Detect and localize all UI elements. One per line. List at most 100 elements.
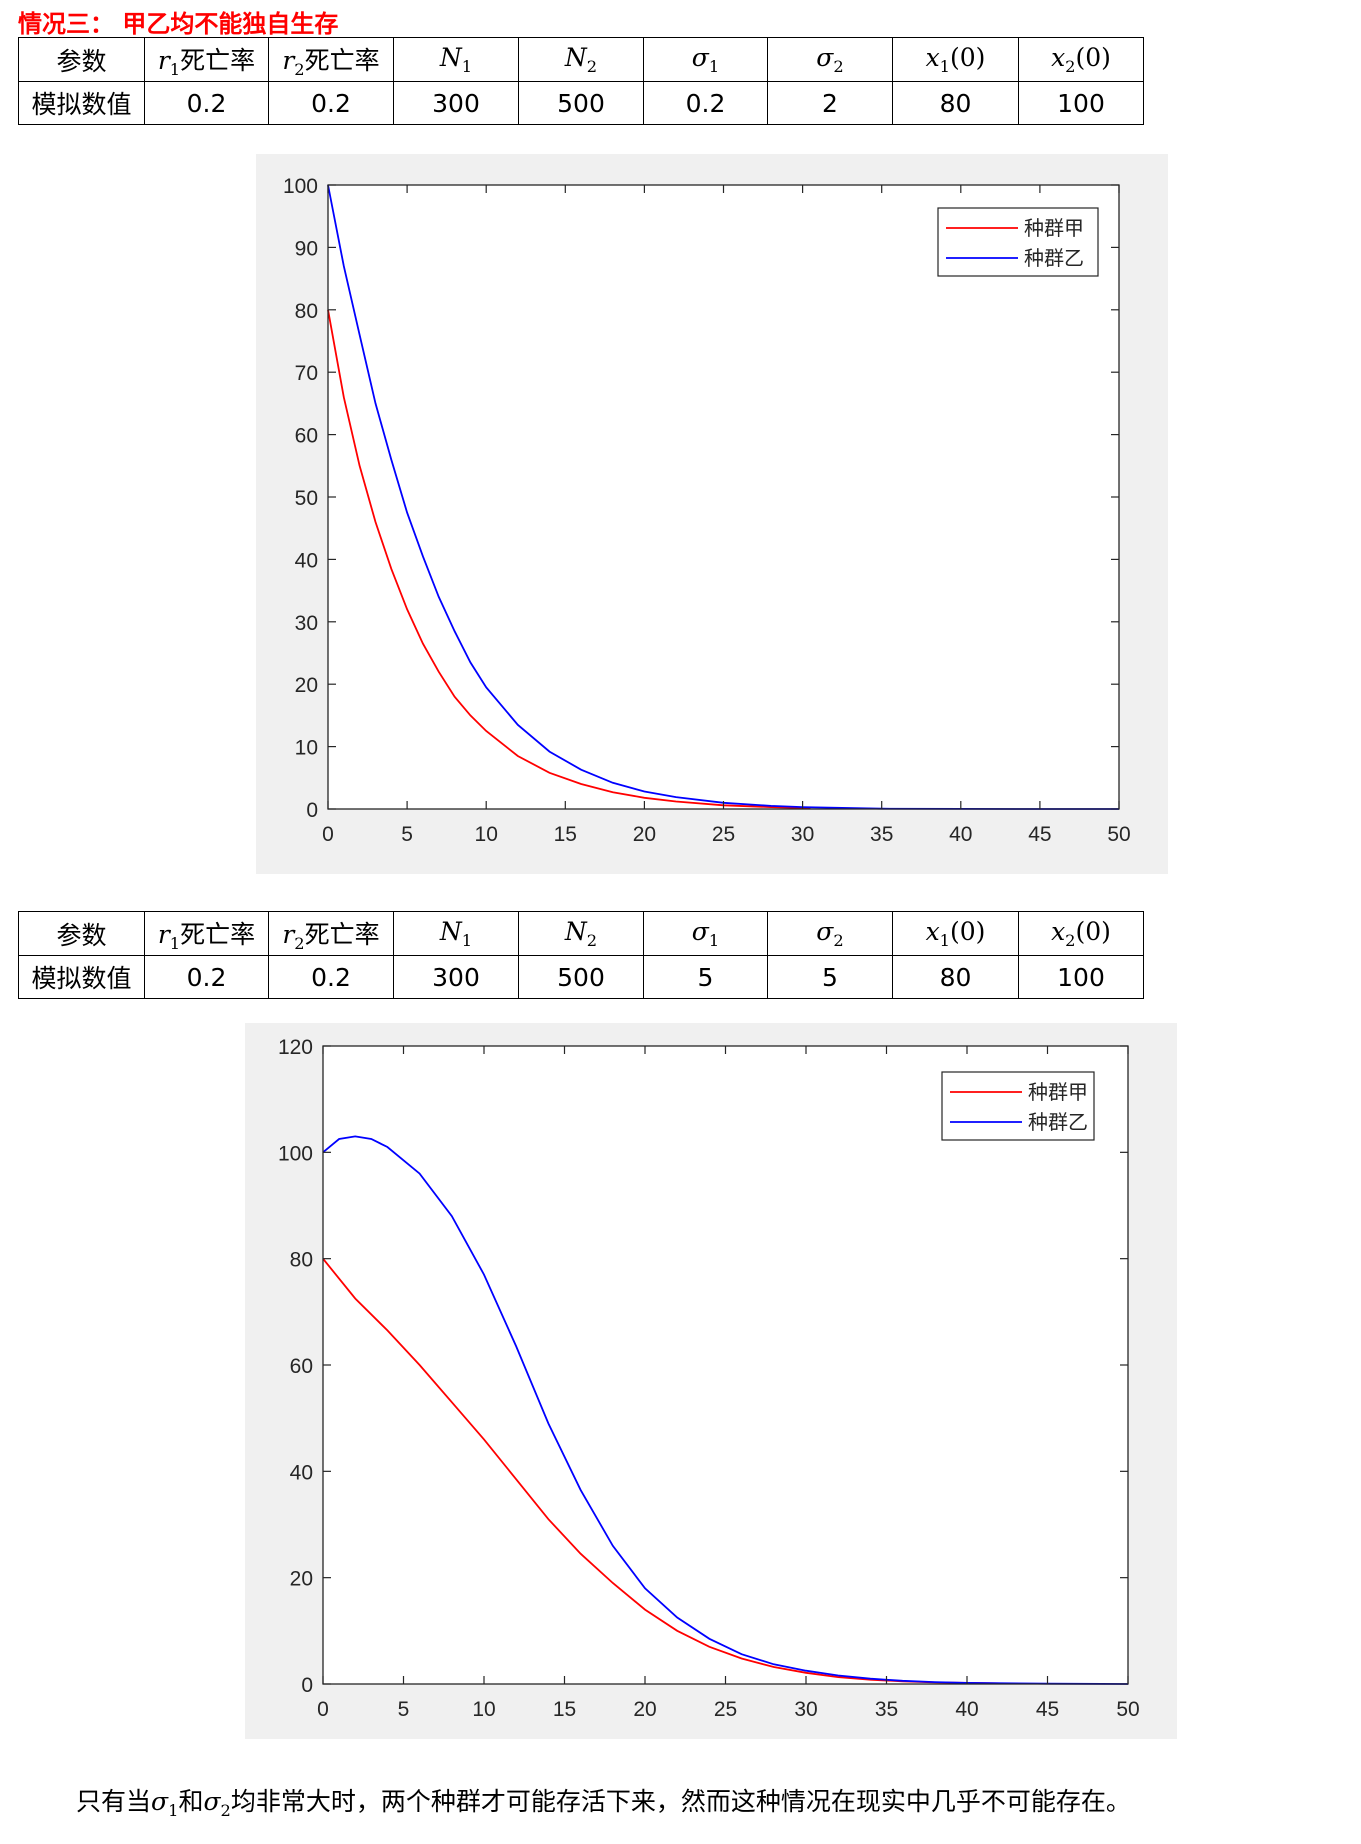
chart-1-svg: 0 5 10 15 20 25 30 35 40 45 50 0 10 20 30 40 50 60 70 80 90 1…	[283, 175, 1131, 846]
header-sigma1: σ1	[643, 37, 768, 82]
header-n2: N2	[518, 911, 644, 956]
table-value-row: 模拟数值 0.2 0.2 300 500 5 5 80 100	[18, 955, 1144, 999]
value-n1: 300	[393, 955, 519, 999]
y-tick-label: 10	[295, 737, 318, 760]
x-tick-label: 40	[955, 1698, 978, 1721]
parameter-table-2: 参数 r1死亡率 r2死亡率 N1 N2 σ1 σ2 x1(0) x2(0) 模…	[18, 911, 1144, 999]
header-x1-initial: x1(0)	[892, 911, 1019, 956]
value-sigma2: 5	[767, 955, 893, 999]
x-tick-label: 20	[633, 823, 656, 846]
plot-area	[328, 185, 1119, 809]
x-tick-label: 15	[554, 823, 577, 846]
legend-label-1: 种群甲	[1024, 216, 1084, 240]
header-n1: N1	[393, 911, 519, 956]
value-x1-initial: 80	[892, 81, 1019, 125]
y-tick-label: 0	[301, 1674, 313, 1697]
y-tick-label: 120	[278, 1036, 313, 1059]
x-tick-label: 45	[1028, 823, 1051, 846]
header-r2-death-rate: r2死亡率	[268, 911, 394, 956]
y-tick-label: 40	[295, 549, 318, 572]
x-tick-label: 25	[712, 823, 735, 846]
header-n1: N1	[393, 37, 519, 82]
header-n2: N2	[518, 37, 644, 82]
legend-box	[937, 207, 1099, 277]
series-line-2	[322, 1135, 1129, 1685]
header-x2-initial: x2(0)	[1018, 37, 1144, 82]
y-tick-label: 60	[290, 1355, 313, 1378]
legend-label-2: 种群乙	[1024, 246, 1084, 270]
header-param: 参数	[18, 911, 145, 956]
value-r1: 0.2	[144, 955, 269, 999]
x-tick-label: 45	[1036, 1698, 1059, 1721]
value-sigma1: 0.2	[643, 81, 768, 125]
y-tick-label: 30	[295, 612, 318, 635]
value-r1: 0.2	[144, 81, 269, 125]
x-tick-label: 50	[1116, 1698, 1139, 1721]
x-tick-label: 15	[553, 1698, 576, 1721]
legend-label-2: 种群乙	[1028, 1110, 1088, 1134]
header-x2-initial: x2(0)	[1018, 911, 1144, 956]
legend-box	[941, 1071, 1095, 1141]
value-r2: 0.2	[268, 955, 394, 999]
population-chart-2: 0 5 10 15 20 25 30 35 40 45 50 0 20 40 60 80 100 120 种群甲 种群…	[245, 1023, 1177, 1739]
x-tick-label: 0	[322, 823, 334, 846]
value-sigma2: 2	[767, 81, 893, 125]
table-header-row: 参数 r1死亡率 r2死亡率 N1 N2 σ1 σ2 x1(0) x2(0)	[18, 911, 1144, 956]
population-chart-1: 0 5 10 15 20 25 30 35 40 45 50 0 10 20 30 40 50 60 70 80 90 1…	[256, 154, 1168, 874]
header-r2-death-rate: r2死亡率	[268, 37, 394, 82]
x-tick-label: 5	[398, 1698, 410, 1721]
row-label: 模拟数值	[18, 81, 145, 125]
row-label: 模拟数值	[18, 955, 145, 999]
value-x1-initial: 80	[892, 955, 1019, 999]
x-tick-label: 30	[794, 1698, 817, 1721]
series-line-1	[327, 309, 811, 809]
value-x2-initial: 100	[1018, 81, 1144, 125]
y-tick-label: 40	[290, 1461, 313, 1484]
x-tick-label: 20	[633, 1698, 656, 1721]
y-tick-label: 20	[290, 1568, 313, 1591]
header-sigma1: σ1	[643, 911, 768, 956]
header-r1-death-rate: r1死亡率	[144, 37, 269, 82]
header-sigma2: σ2	[767, 911, 893, 956]
x-tick-label: 5	[401, 823, 413, 846]
header-x1-initial: x1(0)	[892, 37, 1019, 82]
x-tick-label: 10	[475, 823, 498, 846]
series-line-2	[327, 184, 1119, 810]
table-value-row: 模拟数值 0.2 0.2 300 500 0.2 2 80 100	[18, 81, 1144, 125]
x-tick-label: 25	[714, 1698, 737, 1721]
x-tick-label: 10	[472, 1698, 495, 1721]
value-n2: 500	[518, 955, 644, 999]
x-tick-label: 40	[949, 823, 972, 846]
chart-2-svg: 0 5 10 15 20 25 30 35 40 45 50 0 20 40 60 80 100 120 种群甲种群…	[278, 1036, 1140, 1721]
table-header-row: 参数 r1死亡率 r2死亡率 N1 N2 σ1 σ2 x1(0) x2(0)	[18, 37, 1144, 82]
value-n1: 300	[393, 81, 519, 125]
y-tick-label: 60	[295, 425, 318, 448]
header-param: 参数	[18, 37, 145, 82]
x-tick-label: 35	[870, 823, 893, 846]
parameter-table-1: 参数 r1死亡率 r2死亡率 N1 N2 σ1 σ2 x1(0) x2(0) 模…	[18, 37, 1144, 125]
header-sigma2: σ2	[767, 37, 893, 82]
y-tick-label: 70	[295, 362, 318, 385]
value-n2: 500	[518, 81, 644, 125]
y-tick-label: 0	[306, 799, 318, 822]
value-sigma1: 5	[643, 955, 768, 999]
y-tick-label: 50	[295, 487, 318, 510]
y-tick-label: 100	[283, 175, 318, 198]
y-tick-label: 80	[295, 300, 318, 323]
value-x2-initial: 100	[1018, 955, 1144, 999]
conclusion-text: 只有当σ1和σ2均非常大时，两个种群才可能存活下来，然而这种情况在现实中几乎不可…	[76, 1787, 1131, 1820]
legend-label-1: 种群甲	[1028, 1080, 1088, 1104]
value-r2: 0.2	[268, 81, 394, 125]
x-tick-label: 35	[875, 1698, 898, 1721]
y-tick-label: 90	[295, 237, 318, 260]
x-tick-label: 30	[791, 823, 814, 846]
x-tick-label: 0	[317, 1698, 329, 1721]
plot-area	[323, 1046, 1128, 1684]
x-tick-label: 50	[1107, 823, 1130, 846]
y-tick-label: 20	[295, 674, 318, 697]
header-r1-death-rate: r1死亡率	[144, 911, 269, 956]
y-tick-label: 80	[290, 1249, 313, 1272]
section-title: 情况三： 甲乙均不能独自生存	[18, 10, 339, 38]
